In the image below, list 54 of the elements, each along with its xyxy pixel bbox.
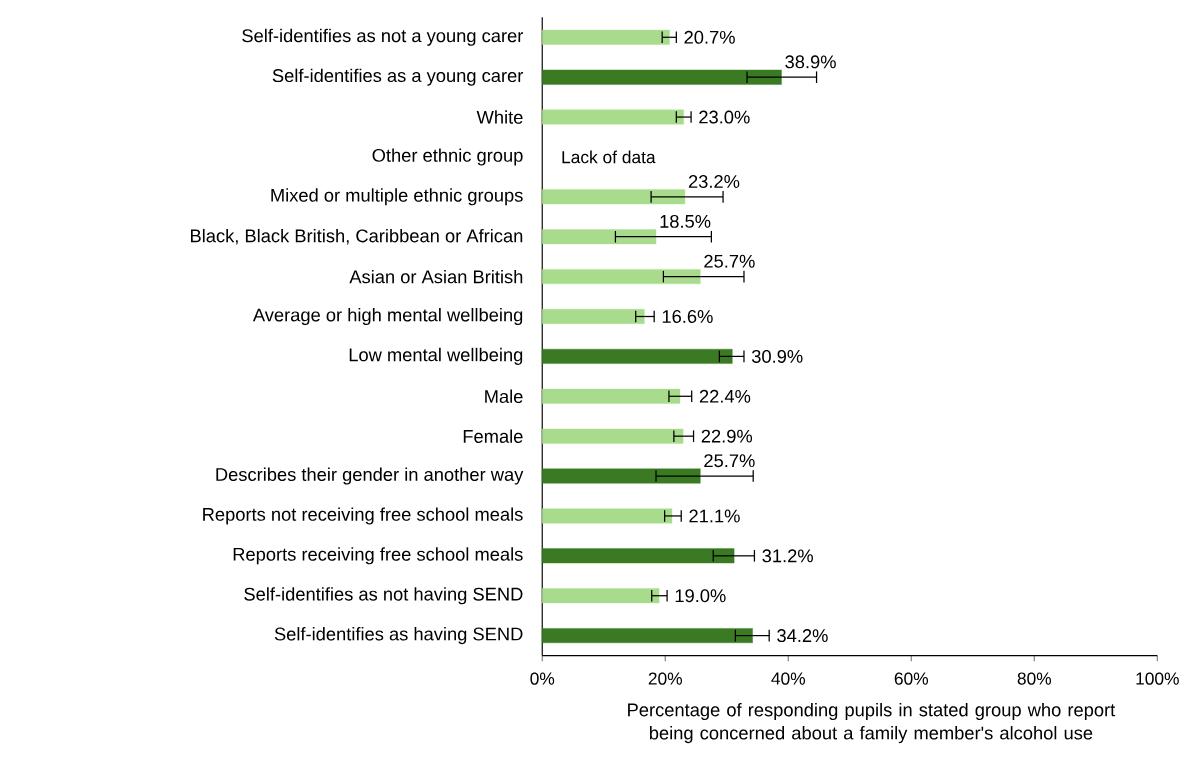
- y-tick-label: Reports receiving free school meals: [233, 547, 523, 565]
- data-label: 34.2%: [777, 629, 828, 643]
- bar: [542, 69, 782, 85]
- data-label: 23.0%: [699, 110, 750, 124]
- bar: [542, 588, 660, 604]
- y-tick-label: Self-identifies as having SEND: [274, 626, 523, 645]
- y-tick-label: Asian or Asian British: [349, 269, 523, 284]
- bar: [542, 508, 673, 524]
- x-tick-label: 0%: [530, 672, 555, 685]
- y-tick-label: Male: [485, 389, 523, 403]
- y-tick-label: White: [476, 110, 523, 124]
- bar: [542, 348, 733, 364]
- bar: [542, 468, 701, 484]
- data-label: 16.6%: [662, 309, 713, 323]
- data-label: 23.2%: [688, 174, 740, 188]
- x-tick-label: 80%: [1017, 672, 1052, 685]
- bar: [542, 309, 645, 324]
- bar: [542, 29, 670, 45]
- data-label: 25.7%: [704, 454, 755, 468]
- data-label: 31.2%: [762, 549, 813, 563]
- y-tick-label: Self-identifies as not having SEND: [244, 587, 523, 605]
- y-tick-label: Self-identifies as a young carer: [272, 68, 524, 86]
- y-tick-label: Average or high mental wellbeing: [252, 307, 523, 325]
- bar: [542, 428, 684, 444]
- x-tick-label: 20%: [648, 672, 682, 685]
- data-label: 22.9%: [701, 429, 753, 443]
- bar: [542, 388, 681, 404]
- bar: [542, 628, 753, 643]
- data-label: 30.9%: [751, 349, 803, 363]
- bar: [542, 189, 686, 205]
- y-tick-label: Mixed or multiple ethnic groups: [271, 188, 523, 206]
- y-tick-label: Other ethnic group: [372, 148, 523, 166]
- y-tick-label: Describes their gender in another way: [216, 467, 524, 485]
- x-tick-label: 40%: [771, 672, 806, 685]
- data-label: 19.0%: [675, 589, 726, 603]
- y-tick-label: Self-identifies as not a young carer: [242, 28, 524, 46]
- data-label: 38.9%: [785, 55, 836, 69]
- x-tick-label: 100%: [1136, 672, 1179, 685]
- data-label: 21.1%: [689, 509, 740, 523]
- data-label: 22.4%: [699, 389, 751, 403]
- bar: [542, 548, 735, 564]
- y-tick-label: Low mental wellbeing: [349, 347, 523, 365]
- bar: [542, 269, 701, 284]
- y-tick-label: Black, Black British, Caribbean or African: [190, 228, 523, 245]
- y-tick-label: Female: [463, 429, 523, 443]
- x-tick-label: 60%: [894, 672, 929, 685]
- bar: [542, 229, 657, 245]
- x-axis-title: Percentage of responding pupils in stated group who report being concerned about a family member's alcohol use: [628, 702, 1116, 744]
- data-label: 18.5%: [660, 214, 711, 228]
- data-label: 20.7%: [684, 30, 735, 44]
- y-tick-label: Reports not receiving free school meals: [203, 507, 523, 525]
- annotation: Lack of data: [562, 150, 656, 164]
- data-label: 25.7%: [704, 254, 755, 268]
- bar: [542, 109, 684, 125]
